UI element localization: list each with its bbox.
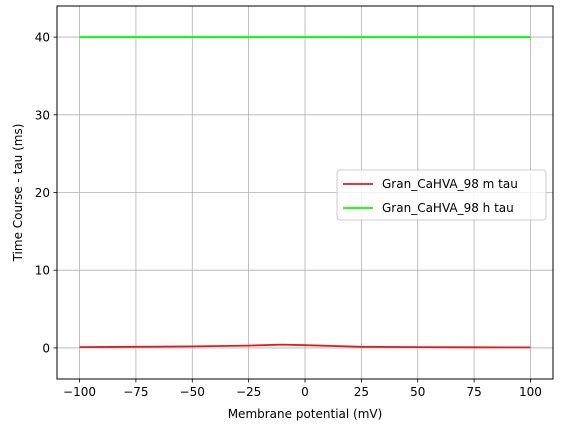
legend-box (336, 169, 547, 221)
y-tick-label: 30 (35, 108, 50, 122)
y-tick-label: 20 (35, 186, 50, 200)
y-tick-label: 40 (35, 31, 50, 45)
y-tick-label: 10 (35, 264, 50, 278)
x-tick-label: 25 (354, 385, 369, 399)
y-axis-label: Time Course - tau (ms) (11, 124, 25, 263)
x-tick-label: 100 (519, 385, 542, 399)
legend-label-m-tau: Gran_CaHVA_98 m tau (382, 177, 518, 191)
x-tick-label: 50 (410, 385, 425, 399)
y-tick-label: 0 (42, 341, 50, 355)
x-axis-ticks: −100 −75 −50 −25 0 25 50 75 100 (63, 379, 542, 399)
series-lines (79, 36, 531, 349)
series-line-m-tau (79, 343, 531, 349)
x-axis-label: Membrane potential (mV) (228, 407, 383, 421)
x-tick-label: −50 (180, 385, 205, 399)
y-axis-ticks: 0 10 20 30 40 (35, 31, 57, 355)
legend: Gran_CaHVA_98 m tau Gran_CaHVA_98 h tau (336, 169, 547, 221)
x-tick-label: −100 (63, 385, 96, 399)
x-tick-label: −25 (236, 385, 261, 399)
x-tick-label: 0 (301, 385, 309, 399)
legend-label-h-tau: Gran_CaHVA_98 h tau (382, 201, 514, 215)
x-tick-label: 75 (466, 385, 481, 399)
x-tick-label: −75 (123, 385, 148, 399)
